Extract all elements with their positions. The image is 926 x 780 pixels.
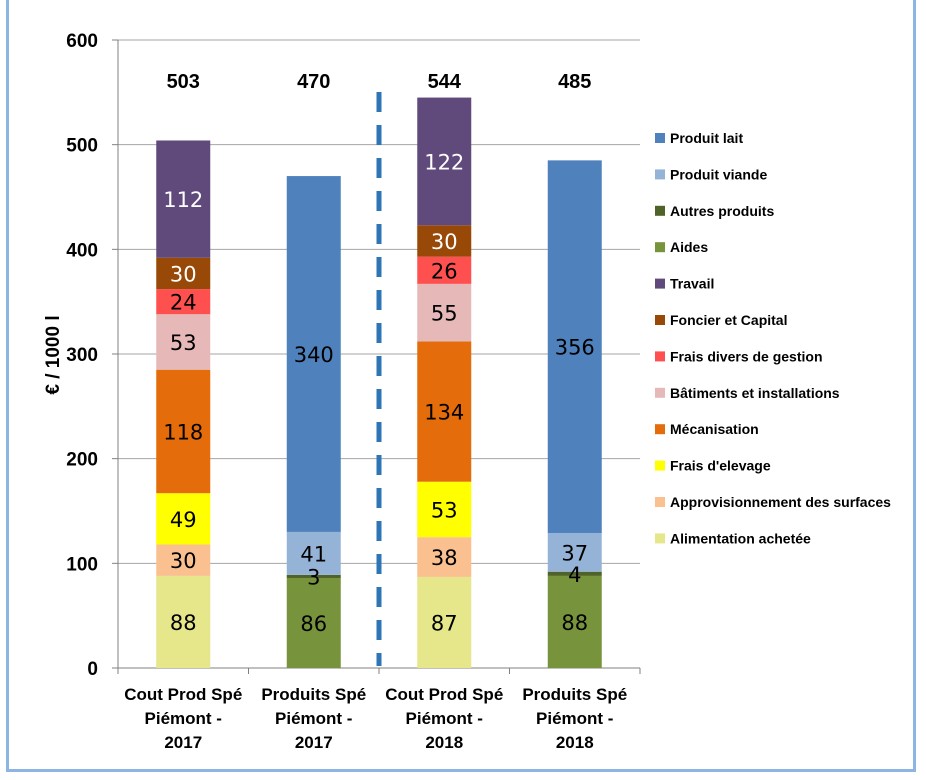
legend-swatch <box>655 205 665 216</box>
data-label: 53 <box>170 331 197 355</box>
y-tick-label: 500 <box>66 136 98 157</box>
bar-segment <box>286 577 341 668</box>
legend-swatch <box>655 133 665 143</box>
data-label: 87 <box>431 611 458 635</box>
category-label: Cout Prod Spé Piémont -2017 <box>124 685 242 752</box>
data-label: 4 <box>568 563 581 587</box>
bar-segment <box>417 537 472 577</box>
y-tick-label: 100 <box>66 554 98 575</box>
y-tick-label: 0 <box>87 659 98 680</box>
data-label: 49 <box>170 508 197 532</box>
data-label: 53 <box>431 498 458 522</box>
y-tick-label: 200 <box>66 450 98 471</box>
y-tick-label: 400 <box>66 240 98 261</box>
data-label: 37 <box>561 541 588 565</box>
bar-segment <box>417 256 472 284</box>
bar-segment <box>156 493 211 545</box>
total-label: 470 <box>297 71 330 93</box>
data-label: 26 <box>431 259 458 283</box>
legend-swatch <box>655 387 665 398</box>
bars <box>156 92 602 668</box>
legend-label: Frais d'elevage <box>670 458 771 474</box>
bar-segment <box>547 160 602 533</box>
data-label: 3 <box>307 565 320 589</box>
legend-swatch <box>655 533 665 544</box>
legend-label: Frais divers de gestion <box>670 348 823 364</box>
total-label: 544 <box>428 71 462 93</box>
data-label: 356 <box>555 336 595 360</box>
legend-swatch <box>655 351 665 362</box>
category-label: Produits Spé Piémont -2017 <box>261 685 366 752</box>
legend-swatch <box>655 460 665 471</box>
bar-segment <box>547 571 602 576</box>
legend-label: Aides <box>670 239 708 255</box>
y-axis: 0 100 200 300 400 500 600 <box>66 31 641 680</box>
legend-label: Travail <box>670 276 714 292</box>
bar-segment <box>156 575 211 668</box>
data-label: 88 <box>170 611 197 635</box>
category-label: Cout Prod Spé Piémont -2018 <box>385 685 503 752</box>
legend-label: Autres produits <box>670 203 774 219</box>
category-label: Produits Spé Piémont -2018 <box>522 685 627 752</box>
legend-label: Mécanisation <box>670 421 759 437</box>
data-label: 30 <box>170 549 197 573</box>
total-label: 485 <box>558 71 591 93</box>
legend-swatch <box>655 497 665 507</box>
y-tick-label: 600 <box>66 31 98 52</box>
bar-segment <box>547 575 602 668</box>
data-label: 38 <box>431 546 458 570</box>
legend-swatch <box>655 315 665 325</box>
bar-segment <box>417 97 472 226</box>
data-label: 30 <box>431 230 458 254</box>
bar-segment <box>417 481 472 538</box>
bar-segment <box>156 289 211 315</box>
legend-label: Bâtiments et installations <box>670 385 840 401</box>
legend-swatch <box>655 169 665 180</box>
data-label: 24 <box>170 291 197 315</box>
bar-segment <box>156 314 211 370</box>
data-labels: 88 30 49 118 53 24 30 112 503 86 341 340 470 87 38 53 13… <box>163 71 595 636</box>
legend-swatch <box>655 242 665 253</box>
bar-segment <box>417 341 472 482</box>
legend-swatch <box>655 278 665 289</box>
total-label: 503 <box>167 71 200 93</box>
bar-segment <box>417 283 472 342</box>
legend-label: Alimentation achetée <box>670 530 811 546</box>
bar-segment <box>417 225 472 257</box>
legend: Produit lait Produit viande Autres produit… <box>655 130 891 546</box>
bar-segment <box>286 531 341 575</box>
bar-segment <box>286 176 341 532</box>
y-axis-label: € / 1000 l <box>43 315 64 394</box>
legend-label: Approvisionnement des surfaces <box>670 494 891 510</box>
bar-segment <box>286 574 341 578</box>
y-tick-label: 300 <box>66 345 98 366</box>
legend-label: Produit lait <box>670 130 743 146</box>
data-label: 86 <box>300 612 327 636</box>
bar-segment <box>156 369 211 494</box>
data-label: 41 <box>300 542 327 566</box>
data-label: 118 <box>163 420 203 444</box>
data-label: 340 <box>294 343 334 367</box>
data-label: 112 <box>163 188 203 212</box>
data-label: 122 <box>424 150 464 174</box>
data-label: 30 <box>170 262 197 286</box>
bar-segment <box>156 544 211 576</box>
legend-swatch <box>655 424 665 435</box>
bar-segment <box>417 576 472 668</box>
data-label: 55 <box>431 302 458 326</box>
legend-label: Produit viande <box>670 166 767 182</box>
data-label: 134 <box>424 401 464 425</box>
bar-segment <box>156 140 211 258</box>
x-axis-categories: Cout Prod Spé Piémont -2017 Produits Spé Pi… <box>124 685 627 752</box>
legend-label: Foncier et Capital <box>670 312 787 328</box>
bar-segment <box>547 532 602 572</box>
data-label: 88 <box>561 611 588 635</box>
bar-segment <box>156 257 211 290</box>
